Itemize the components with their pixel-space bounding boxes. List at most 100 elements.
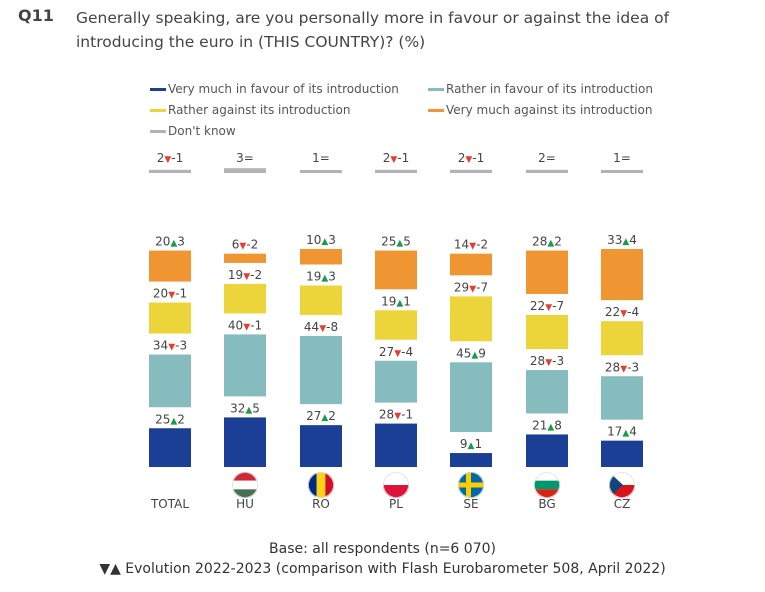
bar-rather-against-its-introduction-bg <box>526 314 568 350</box>
bar-rather-against-its-introduction-se <box>450 296 492 342</box>
romania-flag-icon <box>308 472 334 498</box>
legend-item-rather-in-favour: Rather in favour of its introduction <box>428 82 653 96</box>
data-label-rather-in-favour-of-its-introduction-se: 45▲9 <box>456 346 486 360</box>
data-label-very-much-against-its-introduction-se: 14▼-2 <box>454 238 488 252</box>
question-text: Generally speaking, are you personally m… <box>76 9 670 51</box>
bar-rather-in-favour-of-its-introduction-total <box>149 354 191 408</box>
bar-rather-in-favour-of-its-introduction-hu <box>224 334 266 397</box>
poland-flag-icon <box>383 472 409 498</box>
hungary-flag-icon <box>232 472 258 498</box>
data-label-dont-know-total: 2▼-1 <box>157 151 184 165</box>
bar-very-much-against-its-introduction-pl <box>375 250 417 290</box>
legend-swatch <box>150 129 166 133</box>
bar-rather-in-favour-of-its-introduction-ro <box>300 335 342 405</box>
question-code: Q11 <box>18 6 54 25</box>
bar-dont-know-total <box>149 169 191 173</box>
data-label-dont-know-hu: 3= <box>236 151 254 165</box>
bar-very-much-against-its-introduction-total <box>149 250 191 282</box>
data-label-rather-against-its-introduction-cz: 22▼-4 <box>605 305 639 319</box>
legend-label: Very much in favour of its introduction <box>168 82 399 96</box>
data-label-very-much-in-favour-of-its-introduction-hu: 32▲5 <box>230 401 260 415</box>
legend-item-dont-know: Don't know <box>150 124 236 138</box>
legend-item-very-much-in-favour: Very much in favour of its introduction <box>150 82 399 96</box>
data-label-rather-in-favour-of-its-introduction-cz: 28▼-3 <box>605 360 639 374</box>
bar-very-much-against-its-introduction-ro <box>300 249 342 265</box>
category-label-hu: HU <box>236 497 254 511</box>
bar-rather-against-its-introduction-hu <box>224 283 266 314</box>
bar-very-much-in-favour-of-its-introduction-se <box>450 453 492 467</box>
bulgaria-flag-icon <box>534 472 560 498</box>
legend-item-very-much-against: Very much against its introduction <box>428 103 652 117</box>
data-label-dont-know-bg: 2= <box>538 151 556 165</box>
bar-dont-know-pl <box>375 169 417 173</box>
bar-dont-know-hu <box>224 168 266 173</box>
data-label-rather-against-its-introduction-bg: 22▼-7 <box>530 299 564 313</box>
bar-dont-know-se <box>450 169 492 173</box>
data-label-rather-in-favour-of-its-introduction-hu: 40▼-1 <box>228 318 262 332</box>
data-label-very-much-against-its-introduction-cz: 33▲4 <box>607 233 637 247</box>
bar-dont-know-cz <box>601 170 643 173</box>
bar-rather-against-its-introduction-ro <box>300 285 342 315</box>
bar-rather-against-its-introduction-total <box>149 302 191 334</box>
legend-label: Rather against its introduction <box>168 103 351 117</box>
category-label-pl: PL <box>389 497 403 511</box>
data-label-very-much-in-favour-of-its-introduction-se: 9▲1 <box>460 437 482 451</box>
data-label-very-much-in-favour-of-its-introduction-total: 25▲2 <box>155 412 185 426</box>
data-label-very-much-against-its-introduction-hu: 6▼-2 <box>232 238 259 252</box>
base-note: Base: all respondents (n=6 070) <box>269 541 496 557</box>
data-label-very-much-against-its-introduction-pl: 25▲5 <box>381 235 411 249</box>
category-label-total: TOTAL <box>150 497 189 511</box>
category-label-cz: CZ <box>614 497 631 511</box>
data-label-very-much-against-its-introduction-bg: 28▲2 <box>532 235 562 249</box>
legend-label: Very much against its introduction <box>446 103 653 117</box>
data-label-dont-know-se: 2▼-1 <box>458 151 485 165</box>
data-label-very-much-in-favour-of-its-introduction-pl: 28▼-1 <box>379 408 413 422</box>
category-label-ro: RO <box>312 497 330 511</box>
data-label-rather-in-favour-of-its-introduction-pl: 27▼-4 <box>379 345 413 359</box>
data-label-very-much-in-favour-of-its-introduction-cz: 17▲4 <box>607 425 637 439</box>
legend-swatch <box>150 108 166 112</box>
data-label-very-much-against-its-introduction-total: 20▲3 <box>155 235 185 249</box>
bar-very-much-in-favour-of-its-introduction-total <box>149 428 191 467</box>
category-label-se: SE <box>463 497 478 511</box>
bar-dont-know-bg <box>526 169 568 173</box>
data-label-very-much-in-favour-of-its-introduction-bg: 21▲8 <box>532 418 562 432</box>
legend-swatch <box>428 87 444 91</box>
bar-very-much-against-its-introduction-se <box>450 253 492 276</box>
legend-item-rather-against: Rather against its introduction <box>150 103 350 117</box>
bar-very-much-in-favour-of-its-introduction-bg <box>526 434 568 467</box>
data-label-rather-in-favour-of-its-introduction-ro: 44▼-8 <box>304 320 338 334</box>
legend-label: Rather in favour of its introduction <box>446 82 653 96</box>
data-label-rather-against-its-introduction-pl: 19▲1 <box>381 294 411 308</box>
data-label-dont-know-ro: 1= <box>312 151 330 165</box>
data-label-rather-in-favour-of-its-introduction-total: 34▼-3 <box>153 339 187 353</box>
bar-very-much-against-its-introduction-bg <box>526 250 568 294</box>
legend-swatch <box>428 108 444 112</box>
bar-very-much-against-its-introduction-hu <box>224 253 266 263</box>
czechia-flag-icon <box>609 472 635 498</box>
bar-rather-in-favour-of-its-introduction-bg <box>526 370 568 414</box>
data-label-rather-against-its-introduction-ro: 19▲3 <box>306 270 336 284</box>
data-label-rather-against-its-introduction-total: 20▼-1 <box>153 287 187 301</box>
legend-label: Don't know <box>168 124 236 138</box>
bar-very-much-against-its-introduction-cz <box>601 249 643 301</box>
data-label-dont-know-pl: 2▼-1 <box>383 151 410 165</box>
data-label-rather-against-its-introduction-hu: 19▼-2 <box>228 268 262 282</box>
bar-very-much-in-favour-of-its-introduction-ro <box>300 425 342 467</box>
legend-swatch <box>150 87 166 91</box>
bar-rather-in-favour-of-its-introduction-pl <box>375 360 417 403</box>
bar-dont-know-ro <box>300 170 342 173</box>
data-label-dont-know-cz: 1= <box>613 151 631 165</box>
bar-rather-in-favour-of-its-introduction-se <box>450 362 492 433</box>
evolution-note: ▼▲ Evolution 2022-2023 (comparison with … <box>99 561 666 577</box>
data-label-very-much-in-favour-of-its-introduction-ro: 27▲2 <box>306 409 336 423</box>
bar-very-much-in-favour-of-its-introduction-cz <box>601 440 643 467</box>
bar-rather-against-its-introduction-pl <box>375 310 417 340</box>
data-label-rather-against-its-introduction-se: 29▼-7 <box>454 280 488 294</box>
bar-rather-against-its-introduction-cz <box>601 321 643 356</box>
bar-rather-in-favour-of-its-introduction-cz <box>601 376 643 420</box>
bar-very-much-in-favour-of-its-introduction-pl <box>375 423 417 467</box>
category-label-bg: BG <box>538 497 555 511</box>
bar-very-much-in-favour-of-its-introduction-hu <box>224 417 266 467</box>
